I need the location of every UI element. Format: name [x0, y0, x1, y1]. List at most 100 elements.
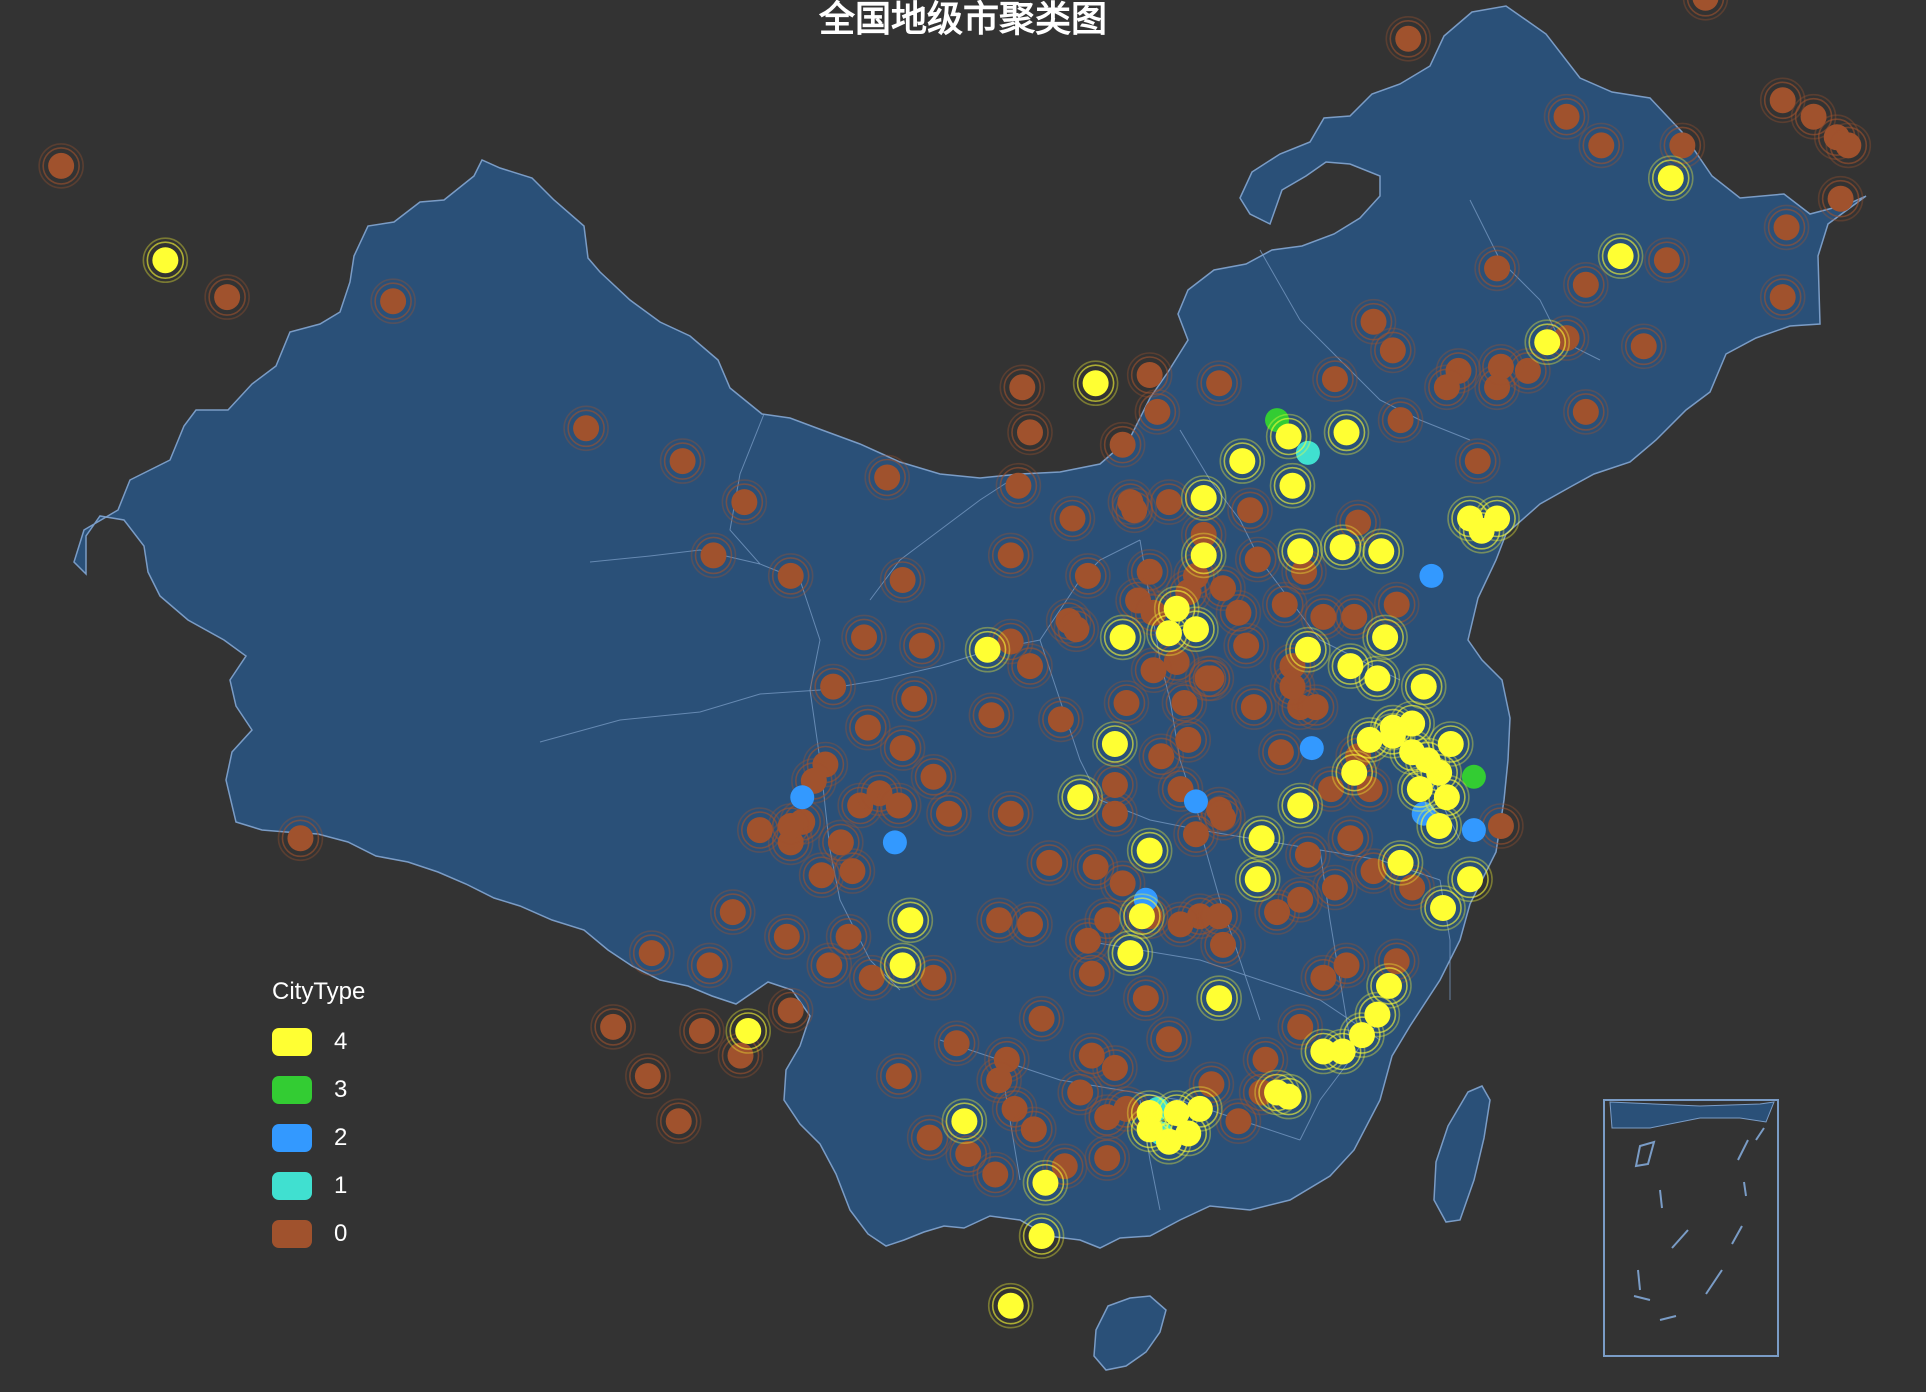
city-point-type-0[interactable]: [1759, 77, 1806, 124]
city-point-type-0[interactable]: [1026, 840, 1073, 886]
city-point-type-4[interactable]: [1180, 475, 1227, 521]
city-point-type-0[interactable]: [1300, 594, 1347, 640]
city-point-type-4[interactable]: [725, 1008, 772, 1054]
city-point-type-0[interactable]: [1474, 245, 1520, 292]
city-point-type-0[interactable]: [910, 753, 957, 800]
city-point-type-4[interactable]: [1400, 663, 1447, 710]
city-point-type-4[interactable]: [1180, 532, 1227, 579]
city-point-type-0[interactable]: [891, 676, 938, 722]
city-point-type-4[interactable]: [1319, 1028, 1366, 1075]
city-point-type-4[interactable]: [1647, 155, 1694, 201]
city-point-type-0[interactable]: [976, 1057, 1022, 1103]
city-point-type-4[interactable]: [1254, 1069, 1300, 1116]
city-point-type-2[interactable]: [790, 785, 815, 810]
city-point-type-0[interactable]: [1478, 803, 1524, 849]
city-point-type-0[interactable]: [1308, 766, 1354, 812]
city-point-type-4[interactable]: [1269, 462, 1316, 509]
city-point-type-0[interactable]: [1138, 733, 1185, 780]
city-point-type-4[interactable]: [1119, 893, 1165, 940]
city-point-type-0[interactable]: [845, 704, 891, 751]
city-point-type-0[interactable]: [1323, 942, 1370, 989]
city-point-type-0[interactable]: [709, 889, 756, 935]
city-point-type-4[interactable]: [941, 1098, 988, 1144]
city-point-type-0[interactable]: [1563, 261, 1609, 308]
city-point-type-0[interactable]: [829, 848, 876, 894]
city-point-type-0[interactable]: [277, 815, 324, 862]
city-point-type-0[interactable]: [370, 278, 416, 325]
city-point-type-0[interactable]: [1126, 548, 1173, 595]
city-point-type-0[interactable]: [1215, 1098, 1262, 1144]
city-point-type-0[interactable]: [1234, 536, 1281, 583]
city-point-type-2[interactable]: [882, 830, 907, 855]
city-point-type-0[interactable]: [1130, 647, 1177, 694]
city-point-type-0[interactable]: [1620, 323, 1667, 370]
city-point-type-0[interactable]: [1200, 794, 1246, 841]
city-point-type-0[interactable]: [1763, 204, 1810, 251]
city-point-type-0[interactable]: [1084, 1135, 1130, 1181]
city-point-type-0[interactable]: [1223, 622, 1269, 669]
city-point-type-4[interactable]: [1057, 774, 1103, 821]
city-point-type-0[interactable]: [590, 1004, 636, 1050]
legend-item-type-3[interactable]: 3: [272, 1066, 365, 1114]
city-point-type-4[interactable]: [987, 1282, 1034, 1329]
city-point-type-2[interactable]: [1299, 736, 1324, 761]
city-point-type-0[interactable]: [999, 364, 1046, 411]
city-point-type-0[interactable]: [1196, 893, 1242, 940]
city-point-type-0[interactable]: [1049, 495, 1096, 542]
legend-item-type-2[interactable]: 2: [272, 1114, 365, 1162]
city-point-type-0[interactable]: [1370, 327, 1416, 374]
city-point-type-0[interactable]: [899, 622, 945, 669]
city-point-type-4[interactable]: [1196, 975, 1242, 1022]
city-point-type-4[interactable]: [1377, 840, 1424, 886]
city-point-type-4[interactable]: [1153, 585, 1200, 632]
city-point-type-4[interactable]: [1285, 626, 1331, 673]
city-point-type-0[interactable]: [1292, 684, 1339, 730]
city-point-type-0[interactable]: [1269, 663, 1316, 710]
city-point-type-0[interactable]: [1563, 389, 1609, 435]
city-point-type-4[interactable]: [1327, 643, 1374, 689]
city-point-type-0[interactable]: [1377, 397, 1424, 443]
city-point-type-4[interactable]: [1339, 1012, 1385, 1058]
city-point-type-4[interactable]: [1277, 528, 1323, 575]
city-point-type-4[interactable]: [1362, 614, 1408, 661]
city-point-type-0[interactable]: [1188, 655, 1235, 702]
city-point-type-4[interactable]: [1524, 319, 1571, 366]
city-point-type-0[interactable]: [968, 692, 1015, 739]
city-point-type-4[interactable]: [1277, 782, 1323, 829]
legend-item-type-1[interactable]: 1: [272, 1162, 365, 1210]
city-point-type-4[interactable]: [887, 897, 934, 944]
city-point-type-4[interactable]: [1358, 528, 1405, 575]
city-point-type-0[interactable]: [1111, 487, 1158, 534]
city-point-type-0[interactable]: [767, 553, 814, 599]
city-point-type-0[interactable]: [1682, 0, 1729, 21]
city-point-type-0[interactable]: [1817, 175, 1864, 222]
city-point-type-4[interactable]: [1234, 856, 1281, 903]
city-point-type-0[interactable]: [690, 532, 737, 579]
legend-item-type-0[interactable]: 0: [272, 1210, 365, 1258]
city-point-type-0[interactable]: [38, 143, 84, 189]
city-point-type-4[interactable]: [1173, 606, 1219, 653]
city-point-type-0[interactable]: [818, 819, 864, 866]
city-point-type-0[interactable]: [204, 274, 250, 320]
city-point-type-4[interactable]: [1126, 827, 1173, 874]
city-point-type-2[interactable]: [1183, 789, 1208, 814]
city-point-type-0[interactable]: [991, 1086, 1038, 1132]
city-point-type-0[interactable]: [1099, 421, 1146, 468]
city-point-type-0[interactable]: [1424, 364, 1470, 411]
city-point-type-4[interactable]: [1354, 991, 1401, 1038]
city-point-type-0[interactable]: [987, 532, 1034, 579]
city-point-type-0[interactable]: [1350, 298, 1397, 345]
city-point-type-0[interactable]: [1790, 93, 1837, 140]
city-point-type-0[interactable]: [926, 790, 972, 837]
city-point-type-0[interactable]: [679, 1008, 725, 1054]
city-point-type-0[interactable]: [767, 987, 814, 1034]
city-point-type-4[interactable]: [1099, 614, 1146, 661]
city-point-type-4[interactable]: [1018, 1213, 1065, 1259]
city-point-type-0[interactable]: [933, 1020, 980, 1067]
city-point-type-0[interactable]: [879, 557, 926, 603]
city-point-type-4[interactable]: [1107, 930, 1154, 976]
city-point-type-0[interactable]: [1261, 581, 1308, 628]
city-point-type-4[interactable]: [1416, 803, 1462, 849]
city-point-type-0[interactable]: [1227, 487, 1273, 534]
